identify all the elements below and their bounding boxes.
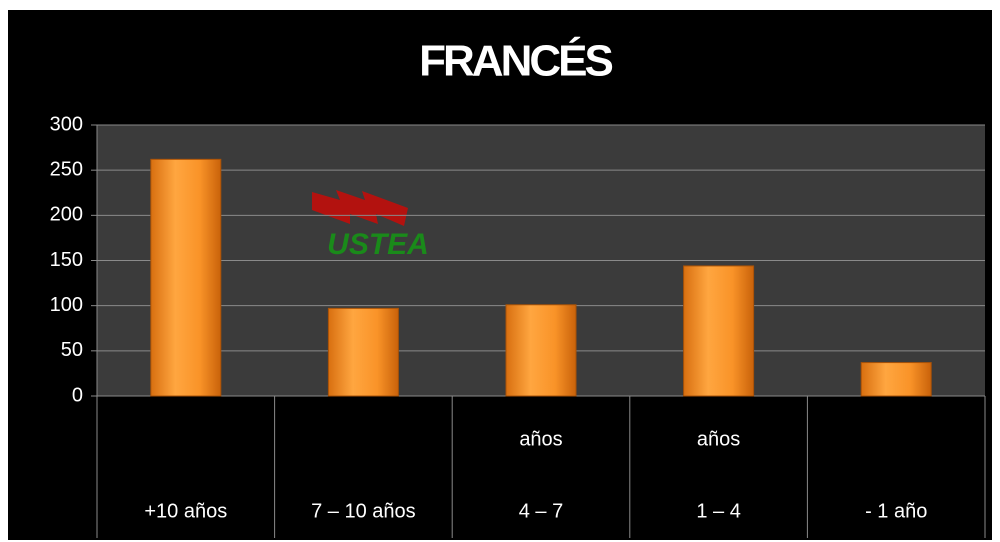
x-tick-label: +10 años [144,500,227,522]
x-tick-label: años [697,428,740,450]
bar [683,265,755,397]
y-tick-label: 50 [61,339,83,361]
logo: USTEA [312,190,429,261]
bar [860,362,932,397]
x-tick-label: 1 – 4 [696,500,740,522]
y-tick-label: 0 [72,384,83,406]
x-tick-label: 4 – 7 [519,500,563,522]
bar [150,158,222,397]
bar [505,304,577,397]
x-tick-label: años [519,428,562,450]
y-tick-label: 200 [50,204,83,226]
bar [327,307,399,397]
y-tick-label: 250 [50,158,83,180]
x-tick-label: 7 – 10 años [311,500,416,522]
logo-text: USTEA [327,228,429,261]
chart-title: FRANCÉS [419,36,612,86]
y-tick-label: 100 [50,294,83,316]
y-tick-label: 150 [50,249,83,271]
logo-stripes [312,190,408,226]
x-tick-label: - 1 año [865,500,927,522]
y-tick-label: 300 [50,113,83,135]
